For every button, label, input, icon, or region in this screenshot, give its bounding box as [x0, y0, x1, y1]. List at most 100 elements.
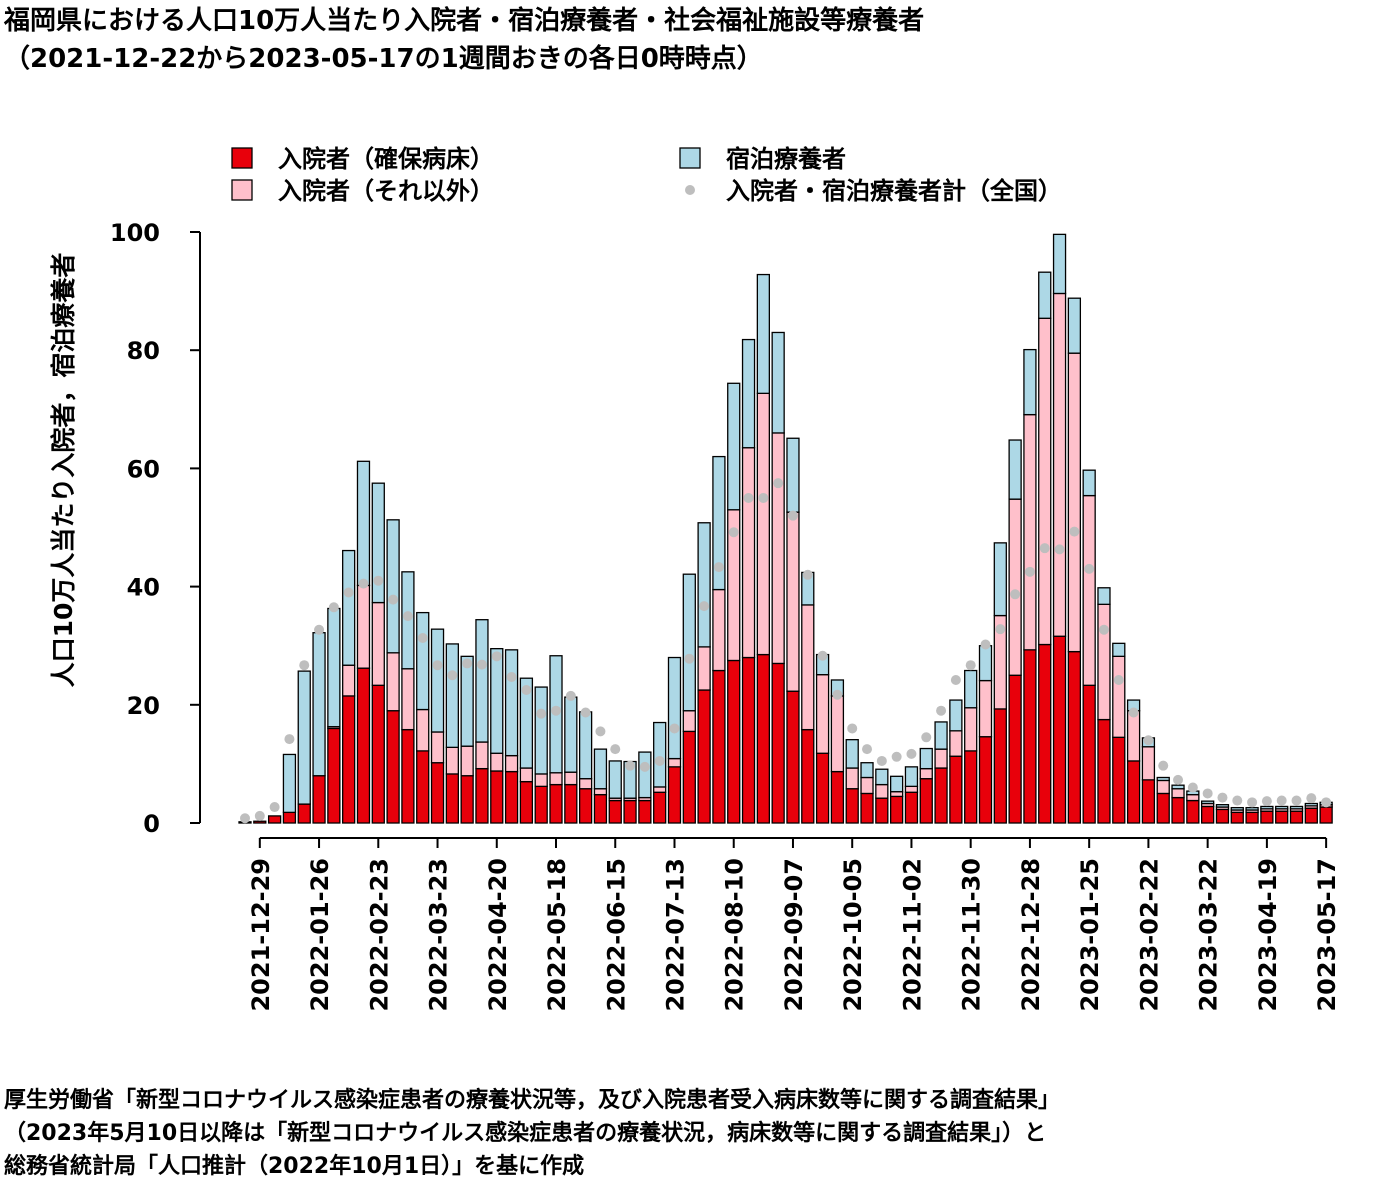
national-total-point [876, 755, 887, 766]
national-total-point [1039, 543, 1050, 554]
national-total-point [1202, 788, 1213, 799]
bar-other-inpatients [786, 511, 800, 692]
bar-other-inpatients [1171, 788, 1185, 799]
x-tick-label: 2022-02-23 [365, 858, 393, 1012]
national-total-point [476, 659, 487, 670]
x-tick-label: 2023-01-25 [1076, 858, 1104, 1012]
national-total-point [802, 569, 813, 580]
bar-hotel [1289, 805, 1304, 810]
bar-secured-beds [1038, 643, 1052, 824]
bar-secured-beds [875, 797, 889, 824]
x-tick-label: 2023-02-22 [1135, 858, 1163, 1012]
bar-secured-beds [667, 766, 682, 824]
bar-other-inpatients [1082, 494, 1096, 686]
bar-secured-beds [771, 662, 785, 824]
national-total-point [462, 658, 473, 669]
national-total-point [639, 761, 650, 772]
bar-secured-beds [593, 793, 608, 824]
bar-hotel [1201, 800, 1215, 805]
bar-secured-beds [993, 708, 1007, 824]
bar-hotel [593, 748, 608, 790]
bar-secured-beds [1156, 792, 1170, 824]
bar-secured-beds [919, 778, 933, 824]
bar-other-inpatients [445, 746, 459, 775]
bar-hotel [638, 751, 652, 799]
bar-secured-beds [1186, 799, 1200, 824]
bar-hotel [327, 607, 341, 728]
bar-hotel [712, 455, 726, 591]
bar-other-inpatients [430, 731, 445, 764]
national-total-point [699, 601, 710, 612]
bar-secured-beds [267, 815, 282, 824]
national-total-point [773, 478, 784, 489]
bar-other-inpatients [682, 710, 696, 733]
national-total-point [713, 562, 724, 573]
bar-hotel [964, 669, 978, 709]
bar-secured-beds [904, 791, 919, 824]
bar-hotel [741, 338, 756, 449]
national-total-point [1054, 544, 1065, 555]
bar-hotel [1082, 469, 1096, 497]
bar-other-inpatients [875, 783, 889, 799]
bar-secured-beds [490, 770, 504, 824]
national-total-point [1291, 795, 1302, 806]
x-tick-label: 2022-07-13 [661, 858, 689, 1012]
national-total-point [728, 527, 739, 538]
bar-secured-beds [1112, 736, 1126, 824]
bar-secured-beds [564, 783, 578, 824]
national-total-point [595, 726, 606, 737]
x-tick-label: 2021-12-29 [247, 858, 275, 1012]
national-total-point [506, 672, 517, 683]
bar-hotel [1112, 642, 1126, 657]
national-total-point [654, 755, 665, 766]
bar-secured-beds [756, 653, 770, 824]
bar-other-inpatients [845, 767, 859, 790]
chart-title: 福岡県における人口10万人当たり入院者・宿泊療養者・社会福祉施設等療養者 （20… [4, 2, 924, 78]
x-tick-label: 2023-04-19 [1254, 858, 1282, 1012]
bar-other-inpatients [964, 707, 978, 752]
source-note-line3: 総務省統計局「人口推計（2022年10月1日）」を基に作成 [4, 1154, 585, 1179]
national-total-point [1128, 707, 1139, 718]
bar-other-inpatients [578, 778, 593, 790]
national-total-point [610, 744, 621, 755]
bar-other-inpatients [830, 695, 845, 773]
bar-secured-beds [475, 767, 489, 824]
national-total-point [314, 624, 325, 635]
x-tick-label: 2022-10-05 [839, 858, 867, 1012]
x-tick-label: 2022-05-18 [543, 858, 571, 1012]
bar-other-inpatients [519, 767, 534, 783]
bar-other-inpatients [904, 785, 919, 793]
bar-hotel [1171, 784, 1185, 790]
bar-hotel [978, 645, 993, 682]
national-total-point [817, 650, 828, 661]
bar-hotel [1260, 805, 1274, 810]
bar-secured-beds [534, 785, 548, 824]
bar-secured-beds [1319, 806, 1333, 824]
bar-secured-beds [786, 690, 800, 824]
bar-hotel [534, 686, 548, 775]
bar-secured-beds [801, 728, 815, 824]
bar-hotel [578, 711, 593, 780]
legend-hotel-label: 宿泊療養者 [726, 145, 846, 173]
national-total-point [1276, 795, 1287, 806]
x-tick-label: 2022-03-23 [425, 858, 453, 1012]
bar-hotel [1304, 802, 1318, 807]
bar-other-inpatients [549, 772, 563, 786]
bar-other-inpatients [1097, 603, 1111, 721]
bar-secured-beds [578, 788, 593, 824]
bar-secured-beds [934, 767, 948, 824]
national-total-point [832, 689, 843, 700]
bar-secured-beds [682, 730, 696, 824]
legend-national-total-marker [685, 185, 695, 195]
bar-secured-beds [1097, 718, 1111, 824]
national-total-point [862, 744, 873, 755]
bar-other-inpatients [416, 708, 430, 752]
bar-secured-beds [1275, 810, 1289, 824]
bar-other-inpatients [860, 776, 874, 795]
bar-hotel [504, 649, 519, 757]
national-total-point [1261, 796, 1272, 807]
bar-hotel [653, 721, 667, 788]
bar-secured-beds [327, 727, 341, 824]
x-tick-label: 2022-08-10 [721, 858, 749, 1012]
bar-secured-beds [416, 750, 430, 824]
